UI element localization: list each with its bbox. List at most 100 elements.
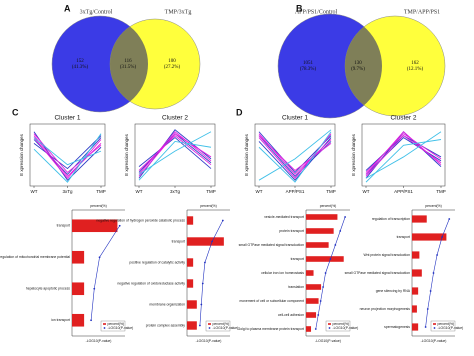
p-value-point	[319, 300, 322, 302]
profile-line	[33, 133, 102, 183]
x-tick-label: TMP	[206, 189, 216, 194]
profile-line	[258, 133, 332, 179]
y-axis-title: E xpression changes	[124, 133, 129, 176]
category-label: membrane organization	[149, 302, 185, 306]
bar	[412, 323, 419, 331]
profile-line	[258, 137, 332, 181]
p-value-point	[221, 219, 224, 222]
panel-label: B	[296, 3, 303, 13]
top-axis-title: percent(%)	[200, 204, 217, 208]
category-label: small GTPase mediated signal transductio…	[345, 271, 411, 275]
category-label: ion transport	[51, 318, 70, 322]
bar	[412, 287, 419, 295]
bottom-axis-title: -LOG10(P-value)	[421, 339, 447, 343]
profile-line	[33, 137, 102, 179]
profile-line	[33, 135, 102, 177]
bottom-axis-title: -LOG10(P-value)	[196, 339, 222, 343]
bar	[72, 282, 85, 296]
p-value-point	[436, 254, 438, 256]
p-value-point	[314, 328, 317, 330]
category-label: cellular iron ion homeostasis	[261, 271, 304, 275]
panel-label: A	[64, 3, 71, 13]
bar	[187, 279, 194, 288]
profile-line	[138, 133, 212, 177]
top-axis-title: percent(%)	[425, 204, 442, 208]
bar	[412, 215, 427, 223]
p-value-point	[441, 236, 443, 238]
p-value-point	[317, 314, 320, 316]
bar	[72, 313, 85, 327]
region-percent: (27.2%)	[164, 65, 181, 70]
bar	[306, 242, 329, 248]
legend-swatch	[208, 327, 211, 329]
x-tick-label: TMP	[326, 189, 336, 194]
profile-line	[33, 133, 102, 174]
bar	[72, 219, 118, 233]
bar	[306, 284, 322, 290]
region-percent: (9.7%)	[351, 67, 365, 72]
y-axis-title: E xpression changes	[351, 133, 356, 176]
bar	[306, 214, 338, 220]
p-value-point	[448, 218, 451, 220]
region-count: 100	[168, 59, 176, 64]
p-value-point	[199, 324, 201, 327]
region-count: 1051	[303, 61, 314, 66]
category-label: negative regulation of mitochondrial mem…	[0, 255, 70, 259]
p-value-point	[98, 256, 101, 259]
p-value-point	[424, 326, 427, 328]
category-label: vesicle-mediated transport	[264, 215, 304, 219]
legend-swatch	[208, 323, 211, 325]
profile-line	[258, 133, 332, 176]
chart-title: Cluster 2	[162, 115, 188, 122]
legend-box	[205, 320, 231, 332]
category-label: Golgi to plasma membrane protein transpo…	[238, 327, 304, 331]
legend-label: percent(%)	[333, 322, 350, 326]
legend-box	[100, 320, 126, 332]
y-axis-title: E xpression changes	[19, 133, 24, 176]
legend-swatch	[328, 327, 331, 329]
p-value-point	[329, 258, 332, 260]
bar	[412, 305, 417, 313]
bar	[412, 251, 420, 259]
profile-line	[138, 131, 212, 175]
region-percent: (78.3%)	[300, 67, 317, 72]
p-value-point	[429, 290, 432, 292]
category-label: transport	[397, 235, 410, 239]
overlap	[345, 16, 382, 116]
panel-label: C	[12, 107, 19, 117]
legend-swatch	[103, 323, 106, 325]
region-count: 130	[354, 61, 362, 66]
overlap	[110, 19, 148, 109]
category-label: negative regulation of oxidoreductase ac…	[117, 281, 185, 285]
profile-line	[365, 131, 442, 179]
x-tick-label: 3xTg	[62, 189, 73, 194]
category-label: negative regulation of hydrogen peroxide…	[96, 218, 185, 222]
category-label: cell-cell adhesion	[278, 313, 304, 317]
category-label: protein transport	[279, 229, 304, 233]
p-value-point	[432, 272, 435, 274]
bar	[187, 258, 194, 267]
p-value-point	[334, 244, 337, 246]
profile-line	[258, 135, 332, 172]
legend-swatch	[103, 327, 106, 329]
p-value-point	[118, 224, 121, 227]
profile-line	[365, 131, 442, 175]
legend-swatch	[433, 323, 436, 325]
p-value-point	[211, 240, 213, 243]
legend-label: percent(%)	[108, 322, 125, 326]
top-axis-title: percent(%)	[320, 204, 337, 208]
region-percent: (12.1%)	[407, 67, 424, 72]
category-label: positive regulation of catalytic activit…	[129, 260, 185, 264]
chart-title: Cluster 1	[54, 115, 80, 122]
set-label: TMP/APP/PS1	[404, 9, 440, 15]
profile-line	[138, 135, 212, 171]
legend-box	[430, 320, 456, 332]
category-label: transport	[57, 224, 70, 228]
bar	[306, 228, 334, 234]
x-tick-label: 3xTg	[170, 189, 181, 194]
category-label: protein complex assembly	[146, 323, 186, 327]
bar	[412, 269, 422, 277]
category-label: neuron projection morphogenesis	[360, 307, 411, 311]
profile-line	[33, 137, 102, 166]
